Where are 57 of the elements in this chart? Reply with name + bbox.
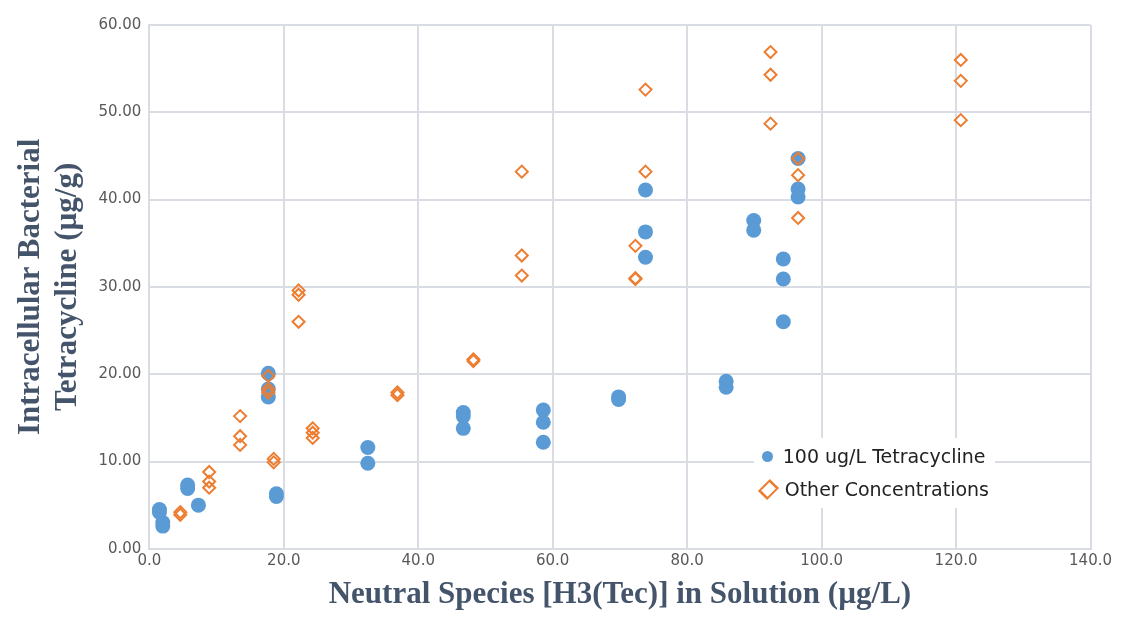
x-tick-label: 40.0 bbox=[401, 550, 435, 569]
point bbox=[775, 314, 791, 330]
y-tick-label: 30.00 bbox=[98, 276, 142, 295]
point bbox=[637, 224, 653, 240]
x-tick-label: 140.0 bbox=[1069, 550, 1113, 569]
point bbox=[455, 420, 471, 436]
point bbox=[266, 451, 281, 466]
point bbox=[514, 164, 529, 179]
y-tick-label: 20.00 bbox=[98, 364, 142, 383]
y-axis-title: Intracellular Bacterial Tetracycline (µg/g) bbox=[10, 138, 83, 436]
point bbox=[763, 116, 778, 131]
x-axis-title: Neutral Species [H3(Tec)] in Solution (µg/L) bbox=[328, 575, 912, 611]
point bbox=[763, 67, 778, 82]
point bbox=[775, 271, 791, 287]
point bbox=[360, 440, 376, 456]
point bbox=[202, 474, 217, 489]
legend-label: 100 ug/L Tetracycline bbox=[782, 444, 986, 469]
point bbox=[628, 238, 643, 253]
x-tick-label: 120.0 bbox=[934, 550, 978, 569]
y-tick-label: 60.00 bbox=[98, 14, 142, 33]
point bbox=[305, 425, 320, 440]
point bbox=[305, 421, 320, 436]
point bbox=[953, 52, 968, 67]
x-tick-label: 60.0 bbox=[536, 550, 570, 569]
x-tick-label: 100.0 bbox=[800, 550, 844, 569]
y-tick-label: 50.00 bbox=[98, 102, 142, 121]
point bbox=[291, 283, 306, 298]
point bbox=[775, 251, 791, 267]
point bbox=[514, 268, 529, 283]
point bbox=[953, 113, 968, 128]
legend-label: Other Concentrations bbox=[784, 477, 989, 502]
y-tick-label: 10.00 bbox=[98, 451, 142, 470]
point bbox=[291, 314, 306, 329]
point bbox=[535, 434, 551, 450]
point bbox=[638, 82, 653, 97]
point bbox=[637, 249, 653, 265]
point bbox=[291, 287, 306, 302]
point bbox=[202, 480, 217, 495]
point bbox=[638, 164, 653, 179]
point bbox=[514, 248, 529, 263]
point bbox=[535, 414, 551, 430]
point bbox=[266, 455, 281, 470]
point bbox=[637, 182, 653, 198]
point bbox=[202, 464, 217, 479]
point bbox=[305, 430, 320, 445]
point bbox=[763, 45, 778, 60]
x-tick-label: 20.0 bbox=[267, 550, 301, 569]
point bbox=[791, 210, 806, 225]
x-tick-label: 80.0 bbox=[670, 550, 704, 569]
y-tick-label: 40.00 bbox=[98, 189, 142, 208]
point bbox=[233, 409, 248, 424]
point bbox=[190, 497, 206, 513]
point bbox=[791, 168, 806, 183]
point bbox=[953, 73, 968, 88]
point bbox=[360, 455, 376, 471]
point bbox=[233, 437, 248, 452]
point bbox=[233, 429, 248, 444]
